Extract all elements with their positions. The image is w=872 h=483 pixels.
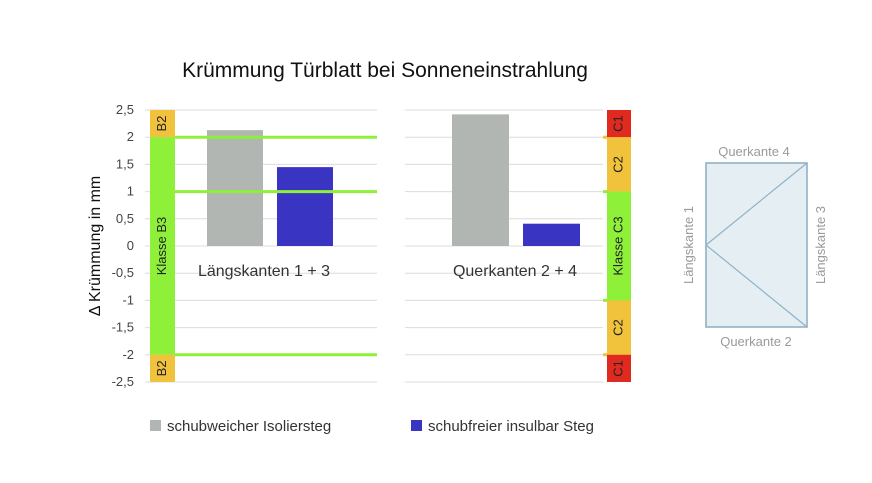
edge-label-bottom: Querkante 2 <box>720 334 792 349</box>
y-axis-ticks: 2,5 2 1,5 1 0,5 0 -0,5 -1 -1,5 -2 -2,5 <box>112 102 134 389</box>
door-fold-lines <box>705 162 808 328</box>
legend: schubweicher Isoliersteg schubfreier ins… <box>150 418 594 435</box>
class-band-label-c1: C1 <box>610 360 625 377</box>
category-label-laengskanten: Längskanten 1 + 3 <box>198 263 330 280</box>
panel-laengskanten: B2 Klasse B3 B2 Längskanten 1 + 3 <box>145 109 377 383</box>
class-band-label-c2: C2 <box>610 156 625 173</box>
class-band-klasse-c3 <box>607 191 631 301</box>
y-tick-label-2: 1,5 <box>116 156 134 171</box>
y-tick-label-4: 0,5 <box>116 211 134 226</box>
y-tick-label-9: -2 <box>122 347 134 362</box>
class-band-label-b2: B2 <box>154 360 169 376</box>
class-band-b2 <box>150 110 175 138</box>
legend-swatch-isoliersteg <box>150 420 161 431</box>
y-tick-label-10: -2,5 <box>112 374 134 389</box>
category-label-querkanten: Querkanten 2 + 4 <box>453 263 577 280</box>
class-band-b2 <box>150 354 175 382</box>
door-edge-diagram: Querkante 4 Querkante 2 Längskante 1 Län… <box>681 144 828 349</box>
door-panel-shape <box>705 162 808 328</box>
edge-label-top: Querkante 4 <box>718 144 790 159</box>
y-tick-label-5: 0 <box>127 238 134 253</box>
y-tick-label-8: -1,5 <box>112 320 134 335</box>
y-tick-label-0: 2,5 <box>116 102 134 117</box>
class-band-label-klasse-c3: Klasse C3 <box>610 216 625 275</box>
class-band-label-c1: C1 <box>610 115 625 132</box>
edge-label-left: Längskante 1 <box>681 206 696 284</box>
class-band-c1 <box>607 354 631 382</box>
class-band-c2 <box>607 300 631 355</box>
bar-schubweicher-isoliersteg-querkanten <box>452 114 509 247</box>
edge-label-right: Längskante 3 <box>813 206 828 284</box>
class-band-label-b2: B2 <box>154 116 169 132</box>
class-band-c2 <box>607 137 631 192</box>
y-tick-label-3: 1 <box>127 184 134 199</box>
y-tick-label-6: -0,5 <box>112 265 134 280</box>
chart-title: Krümmung Türblatt bei Sonneneinstrahlung <box>182 59 588 82</box>
bar-schubfreier-insulbar-steg-querkanten <box>523 223 580 246</box>
y-tick-label-1: 2 <box>127 129 134 144</box>
class-band-c1 <box>607 110 631 138</box>
legend-label-insulbar: schubfreier insulbar Steg <box>428 418 594 435</box>
class-band-label-klasse-b3: Klasse B3 <box>154 217 169 276</box>
y-tick-label-7: -1 <box>122 292 134 307</box>
class-band-label-c2: C2 <box>610 319 625 336</box>
y-axis-label: Δ Krümmung in mm <box>87 176 104 317</box>
legend-label-isoliersteg: schubweicher Isoliersteg <box>167 418 331 435</box>
bar-schubfreier-insulbar-steg-laengskanten <box>277 167 333 246</box>
class-band-klasse-b3 <box>150 137 175 355</box>
panel-querkanten: C1 C2 Klasse C3 C2 C1 Querkanten 2 + 4 <box>405 109 631 383</box>
bar-schubweicher-isoliersteg-laengskanten <box>207 130 263 246</box>
legend-swatch-insulbar <box>411 420 422 431</box>
